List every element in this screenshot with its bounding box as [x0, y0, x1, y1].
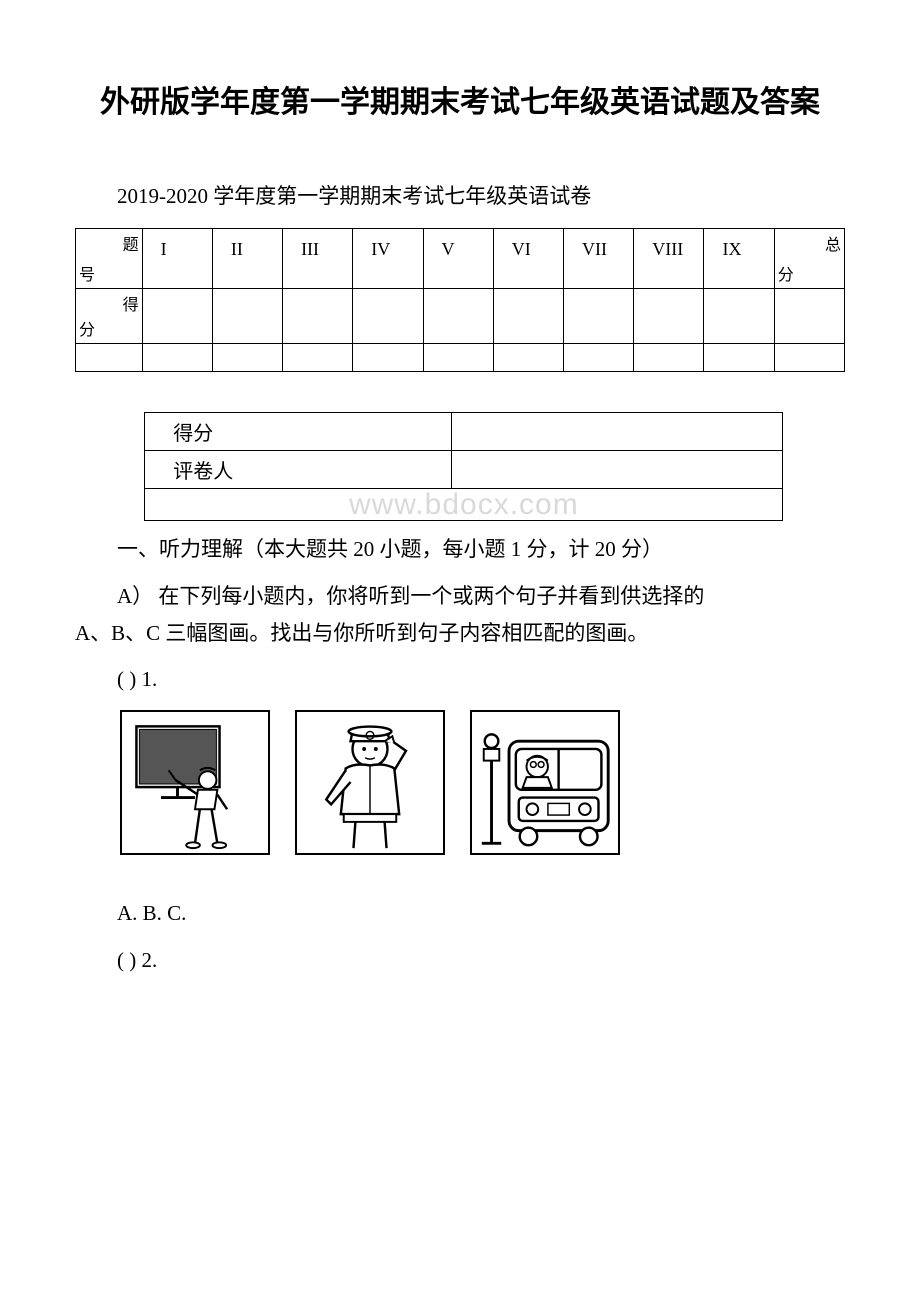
- document-subtitle: 2019-2020 学年度第一学期期末考试七年级英语试卷: [75, 180, 845, 210]
- question-1: ( ) 1.: [75, 661, 845, 698]
- score-cell: [423, 289, 493, 344]
- q1-option-b-image: [295, 710, 445, 855]
- total-bottom: 分: [778, 261, 794, 285]
- score-cell: [774, 289, 844, 344]
- empty-cell: [142, 344, 212, 372]
- teacher-icon: [122, 712, 268, 853]
- empty-cell: [212, 344, 282, 372]
- roman-6: VI: [512, 239, 531, 260]
- col-6: VI: [493, 229, 563, 289]
- empty-cell: [423, 344, 493, 372]
- grader-person-label: 评卷人: [145, 451, 451, 489]
- q1-option-c-image: [470, 710, 620, 855]
- score-table: 题 号 I II III IV V VI VII VIII IX 总 分 得 分: [75, 228, 845, 372]
- total-top: 总: [825, 231, 841, 255]
- empty-cell: [353, 344, 423, 372]
- score-cell: [704, 289, 774, 344]
- col-9: IX: [704, 229, 774, 289]
- roman-4: IV: [371, 239, 390, 260]
- col-7: VII: [564, 229, 634, 289]
- roman-8: VIII: [652, 239, 683, 260]
- col-8: VIII: [634, 229, 704, 289]
- watermark-cell: www.bdocx.com: [145, 489, 783, 521]
- col-2: II: [212, 229, 282, 289]
- col-4: IV: [353, 229, 423, 289]
- grader-score-label: 得分: [145, 413, 451, 451]
- score-cell: [142, 289, 212, 344]
- section-1-heading: 一、听力理解（本大题共 20 小题，每小题 1 分，计 20 分）: [75, 531, 845, 568]
- row2-top: 得: [123, 291, 139, 315]
- score-cell: [493, 289, 563, 344]
- row2-label-cell: 得 分: [76, 289, 143, 344]
- q1-option-a-image: [120, 710, 270, 855]
- score-cell: [564, 289, 634, 344]
- q1-images: [120, 710, 845, 855]
- roman-9: IX: [722, 239, 741, 260]
- row2-bottom: 分: [79, 316, 95, 340]
- section-a-intro: A） 在下列每小题内，你将听到一个或两个句子并看到供选择的 A、B、C 三幅图画…: [75, 578, 845, 652]
- roman-5: V: [442, 239, 455, 260]
- empty-cell: [283, 344, 353, 372]
- score-cell: [353, 289, 423, 344]
- question-2: ( ) 2.: [75, 942, 845, 979]
- empty-cell: [493, 344, 563, 372]
- empty-cell: [634, 344, 704, 372]
- watermark-text: www.bdocx.com: [349, 488, 579, 522]
- roman-2: II: [231, 239, 243, 260]
- total-cell: 总 分: [774, 229, 844, 289]
- score-cell: [634, 289, 704, 344]
- bus-icon: [472, 712, 618, 853]
- roman-1: I: [161, 239, 167, 260]
- col-3: III: [283, 229, 353, 289]
- col-1: I: [142, 229, 212, 289]
- police-icon: [297, 712, 443, 853]
- document-title: 外研版学年度第一学期期末考试七年级英语试题及答案: [75, 80, 845, 125]
- label-top: 题: [123, 231, 139, 255]
- roman-3: III: [301, 239, 319, 260]
- score-cell: [283, 289, 353, 344]
- col-5: V: [423, 229, 493, 289]
- roman-7: VII: [582, 239, 607, 260]
- grader-person-value: [451, 451, 783, 489]
- empty-cell: [774, 344, 844, 372]
- empty-cell: [704, 344, 774, 372]
- grader-score-value: [451, 413, 783, 451]
- empty-cell: [76, 344, 143, 372]
- empty-cell: [564, 344, 634, 372]
- header-label-cell: 题 号: [76, 229, 143, 289]
- grader-table: 得分 评卷人 www.bdocx.com: [144, 412, 783, 521]
- score-cell: [212, 289, 282, 344]
- label-bottom: 号: [79, 261, 95, 285]
- abc-labels: A. B. C.: [75, 895, 845, 932]
